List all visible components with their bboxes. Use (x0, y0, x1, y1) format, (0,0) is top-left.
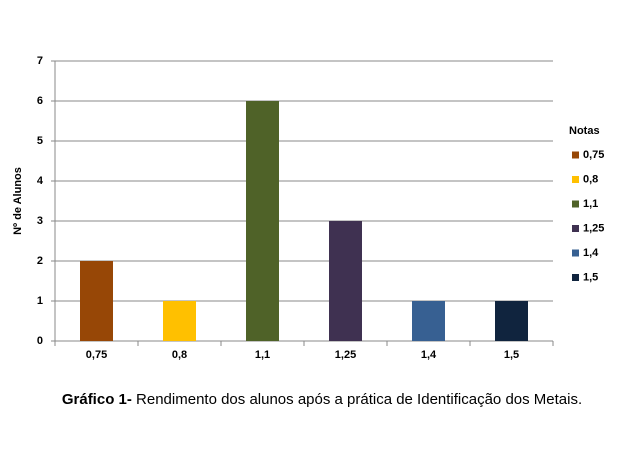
bar (329, 221, 362, 341)
bar (246, 101, 279, 341)
bar (412, 301, 445, 341)
y-tick-label: 7 (37, 55, 43, 67)
caption-text: Rendimento dos alunos após a prática de … (132, 391, 582, 408)
caption-label: Gráfico 1- (62, 391, 132, 408)
legend-swatch (572, 200, 579, 208)
bar (163, 301, 196, 341)
x-tick-label: 0,75 (86, 349, 107, 361)
y-axis-label: Nº de Alunos (12, 167, 24, 235)
legend-label: 1,5 (583, 271, 598, 283)
legend-label: 0,8 (583, 173, 598, 185)
legend-label: 1,25 (583, 222, 604, 234)
y-tick-label: 5 (37, 135, 43, 147)
x-tick-label: 1,1 (255, 349, 270, 361)
y-tick-label: 2 (37, 255, 43, 267)
legend-label: 1,4 (583, 247, 599, 259)
legend-label: 0,75 (583, 149, 604, 161)
legend-swatch (572, 225, 579, 232)
caption: Gráfico 1- Rendimento dos alunos após a … (62, 391, 582, 408)
legend-swatch (572, 176, 579, 183)
legend-label: 1,1 (583, 198, 598, 210)
y-tick-label: 3 (37, 215, 43, 227)
y-tick-label: 4 (37, 175, 44, 187)
legend-swatch (572, 151, 579, 159)
legend-title: Notas (569, 125, 600, 137)
x-tick-label: 1,25 (335, 349, 356, 361)
legend-swatch (572, 274, 579, 281)
y-tick-label: 6 (37, 95, 43, 107)
y-tick-label: 1 (37, 295, 43, 307)
x-tick-label: 1,5 (504, 349, 519, 361)
y-tick-label: 0 (37, 335, 43, 347)
bar (495, 301, 528, 341)
bar (80, 261, 113, 341)
x-tick-label: 1,4 (421, 349, 437, 361)
legend-swatch (572, 249, 579, 257)
x-tick-label: 0,8 (172, 349, 187, 361)
